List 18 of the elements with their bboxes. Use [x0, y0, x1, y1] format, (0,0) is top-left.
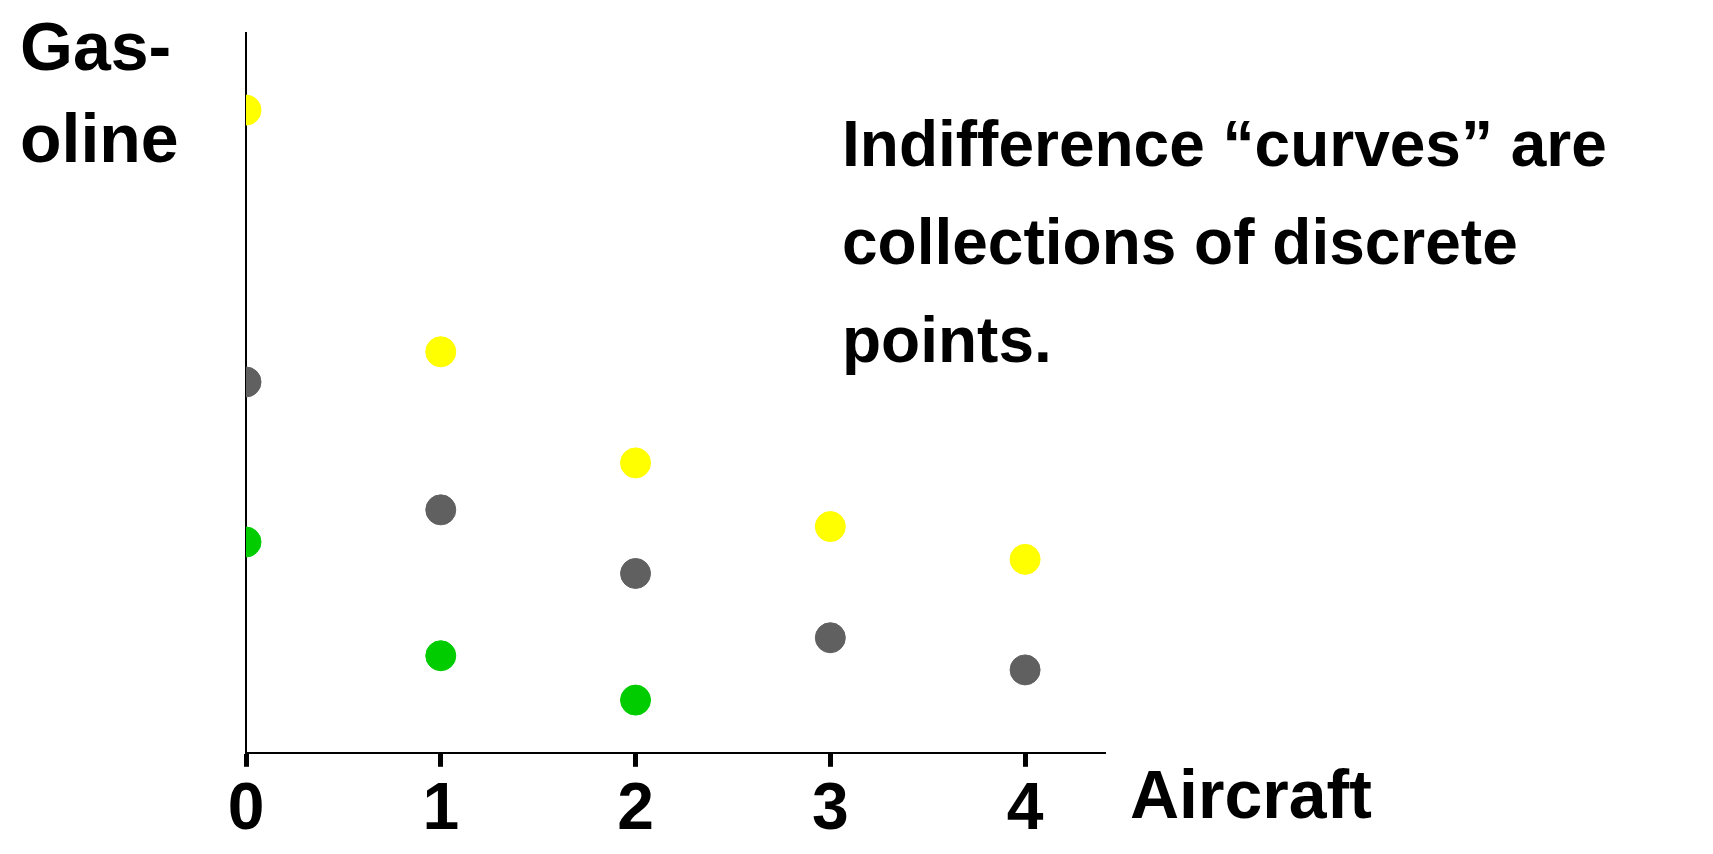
- point: [620, 684, 652, 716]
- point: [425, 494, 457, 526]
- point: [425, 640, 457, 672]
- x-tick-label: 1: [422, 768, 460, 843]
- x-tick-label: 3: [811, 768, 849, 843]
- x-tick-label: 2: [617, 768, 654, 843]
- x-tick-label: 4: [1006, 768, 1044, 843]
- point: [814, 511, 846, 543]
- point: [620, 447, 652, 479]
- x-axis-title: Aircraft: [1130, 755, 1372, 833]
- point: [620, 557, 652, 589]
- point: [1009, 654, 1041, 686]
- y-axis-title: Gas-oline: [20, 7, 180, 178]
- annotation: Indifference “curves” are collections of discrete points.: [842, 107, 1608, 378]
- point: [1009, 543, 1041, 575]
- point: [814, 622, 846, 654]
- x-tick-label: 0: [227, 768, 265, 843]
- point: [425, 336, 457, 368]
